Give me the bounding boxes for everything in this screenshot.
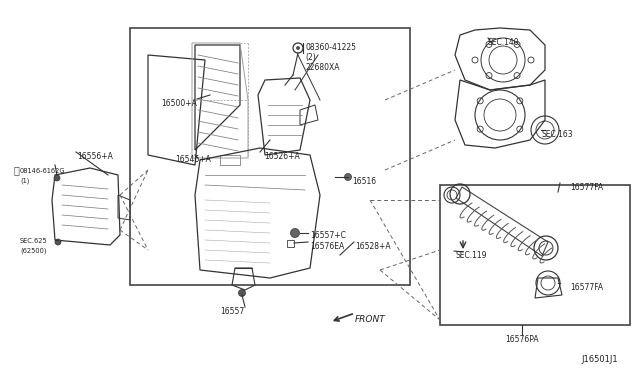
Text: Ⓢ: Ⓢ: [14, 165, 20, 175]
Text: 16556+A: 16556+A: [77, 152, 113, 161]
Text: (2): (2): [305, 53, 316, 62]
Text: J16501J1: J16501J1: [581, 355, 618, 364]
Circle shape: [296, 46, 300, 49]
Text: SEC.163: SEC.163: [541, 130, 573, 139]
Circle shape: [239, 289, 246, 296]
Text: 16528+A: 16528+A: [355, 242, 390, 251]
Bar: [287, 240, 294, 247]
Circle shape: [55, 239, 61, 245]
Text: 22680XA: 22680XA: [305, 63, 339, 72]
Text: 16546+A: 16546+A: [175, 155, 211, 164]
Circle shape: [291, 228, 300, 237]
Text: 16557: 16557: [220, 307, 244, 316]
Text: 16516: 16516: [352, 177, 376, 186]
Circle shape: [54, 175, 60, 181]
Text: 08360-41225: 08360-41225: [305, 43, 356, 52]
Text: 16576EA: 16576EA: [310, 242, 344, 251]
Text: 16557+C: 16557+C: [310, 231, 346, 240]
Text: 16576PA: 16576PA: [505, 335, 539, 344]
Text: SEC.140: SEC.140: [488, 38, 520, 47]
Circle shape: [344, 173, 351, 180]
Text: 16500+A: 16500+A: [161, 99, 197, 108]
Text: SEC.625: SEC.625: [20, 238, 48, 244]
Text: (62500): (62500): [20, 247, 47, 253]
Text: FRONT: FRONT: [355, 315, 386, 324]
Text: 16577FA: 16577FA: [570, 283, 603, 292]
Text: 16526+A: 16526+A: [264, 152, 300, 161]
Bar: [440, 185, 630, 325]
Text: SEC.119: SEC.119: [455, 251, 486, 260]
Text: 08146-6162G: 08146-6162G: [20, 168, 65, 174]
Text: 16577FA: 16577FA: [570, 183, 603, 192]
Text: (1): (1): [20, 177, 29, 183]
Bar: [130, 28, 410, 285]
